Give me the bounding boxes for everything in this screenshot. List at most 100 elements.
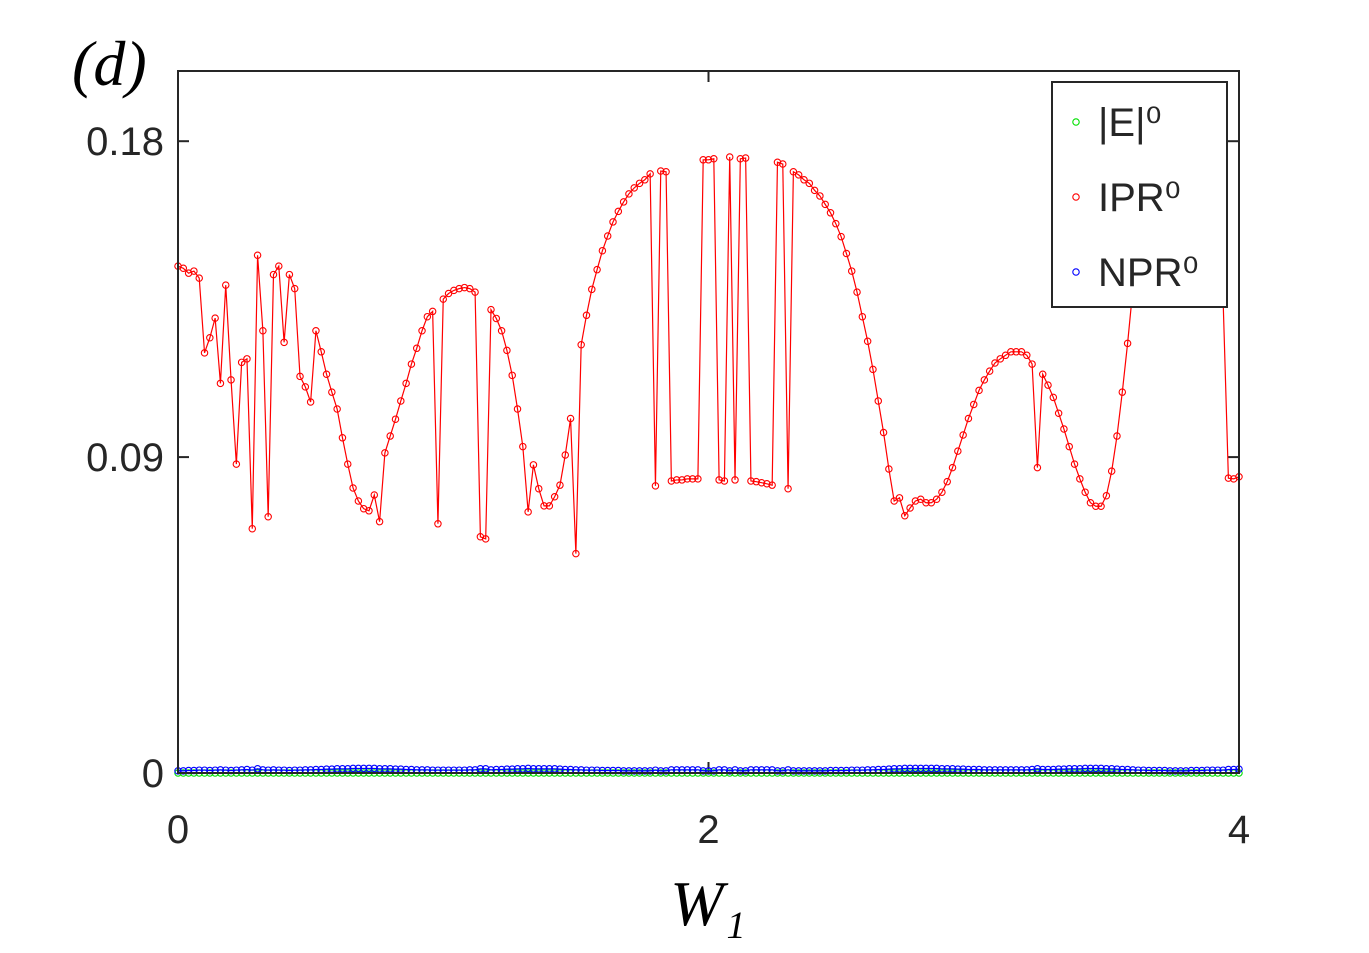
data-point [550, 493, 559, 501]
data-point [741, 154, 750, 162]
data-point [763, 480, 771, 488]
y-tick-label: 0.18 [86, 120, 164, 164]
data-point [1176, 767, 1185, 775]
data-point [1049, 393, 1058, 402]
data-point [269, 270, 278, 279]
data-point [938, 488, 946, 496]
data-point [200, 349, 209, 357]
data-point [354, 497, 363, 505]
data-point [545, 502, 554, 510]
data-point [619, 198, 628, 206]
data-point [280, 338, 288, 347]
data-point [1118, 388, 1127, 396]
data-point [630, 767, 638, 775]
data-point [1001, 351, 1010, 360]
data-point [365, 764, 373, 773]
data-point [418, 326, 426, 335]
data-point [1060, 425, 1068, 433]
data-point [821, 767, 829, 775]
data-point [837, 232, 845, 241]
data-point [285, 270, 294, 279]
data-point [662, 167, 670, 176]
data-point [959, 431, 967, 439]
data-point [890, 497, 898, 505]
data-point [1028, 360, 1036, 368]
data-point [1107, 467, 1116, 475]
data-point [1033, 463, 1042, 472]
data-point [206, 334, 214, 342]
data-point [243, 355, 251, 363]
data-point [333, 405, 341, 413]
data-point [646, 767, 654, 775]
data-point [911, 497, 920, 505]
data-point [1102, 765, 1111, 773]
data-point [402, 379, 410, 388]
data-point [1092, 502, 1100, 510]
data-point [349, 484, 357, 492]
data-point [646, 170, 654, 178]
data-point [609, 218, 617, 226]
legend-marker [1072, 118, 1080, 126]
data-point [476, 765, 485, 773]
data-point [641, 767, 649, 775]
data-point [619, 767, 628, 775]
data-point [397, 397, 405, 405]
data-point [725, 153, 734, 161]
data-point [779, 160, 787, 168]
data-point [338, 434, 347, 442]
data-point [519, 765, 527, 773]
data-point [328, 388, 336, 396]
data-point [248, 524, 257, 533]
data-point [704, 767, 713, 775]
data-point [704, 156, 713, 164]
data-point [683, 475, 692, 483]
data-point [455, 284, 463, 293]
data-point [1092, 764, 1100, 773]
data-point [1081, 764, 1089, 773]
data-point [529, 461, 538, 469]
data-point [832, 219, 840, 228]
data-point [752, 477, 760, 486]
data-point [190, 267, 198, 275]
data-point [805, 179, 814, 188]
legend-label: |E|⁰ [1098, 101, 1162, 145]
data-point [932, 764, 941, 773]
data-point [1107, 765, 1116, 773]
data-point [1065, 442, 1073, 451]
data-point [810, 767, 819, 775]
data-point [423, 312, 432, 321]
data-point [800, 176, 808, 184]
data-point [858, 312, 867, 321]
data-point [179, 767, 188, 775]
legend-box [1051, 81, 1228, 308]
data-point [407, 360, 416, 368]
data-point [322, 370, 331, 379]
data-point [927, 498, 936, 507]
y-tick-label: 0 [142, 752, 164, 796]
data-point [354, 764, 363, 773]
data-point [969, 400, 978, 409]
data-point [296, 372, 304, 381]
data-point [768, 481, 776, 489]
data-point [985, 367, 994, 375]
data-point [794, 767, 803, 775]
data-point [922, 498, 930, 507]
data-point [253, 251, 262, 260]
legend-marker [1072, 268, 1080, 276]
data-point [481, 535, 490, 543]
data-point [359, 764, 368, 773]
data-point [471, 288, 479, 296]
data-point [588, 285, 596, 294]
data-point [264, 513, 272, 521]
data-point [842, 249, 851, 258]
data-point [275, 262, 283, 270]
data-point [317, 348, 325, 356]
x-tick-label: 2 [697, 808, 719, 852]
data-point [895, 765, 904, 773]
data-point [534, 765, 543, 773]
data-point [757, 478, 766, 487]
data-point [794, 171, 803, 179]
data-point [805, 767, 814, 775]
data-point [370, 491, 379, 499]
